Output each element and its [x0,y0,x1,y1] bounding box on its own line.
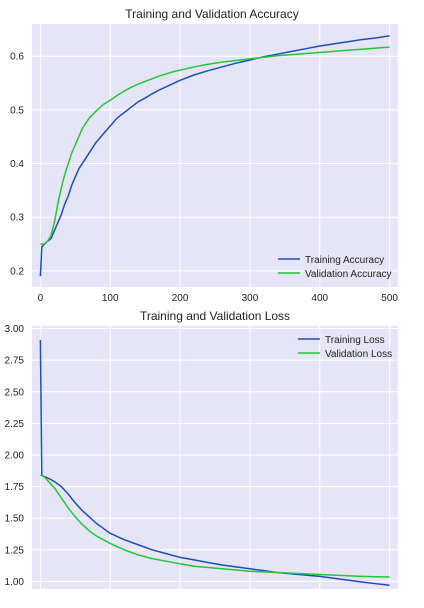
y-tick-label: 1.75 [5,482,25,493]
y-tick-label: 2.75 [5,356,25,367]
accuracy-chart: 0 100 200 300 400 500 0.2 0.3 0.4 0.5 0.6 Training… [10,7,398,304]
y-tick-label: 2.25 [5,419,25,430]
y-tick-label: 0.2 [10,266,24,277]
x-tick-label: 500 [381,293,398,304]
series-line-training-loss [39,339,390,586]
loss-legend: Training Loss Validation Loss [298,335,392,360]
accuracy-legend: Training Accuracy Validation Accuracy [278,255,392,280]
accuracy-lines [39,35,390,277]
y-tick-label: 3.00 [5,324,25,335]
series-line-validation-loss [40,474,390,578]
legend-label-training-loss: Training Loss [325,335,385,346]
y-tick-label: 1.25 [5,545,25,556]
x-tick-label: 400 [311,293,328,304]
loss-grid [32,326,398,589]
y-tick-label: 0.4 [10,159,24,170]
x-tick-label: 200 [172,293,189,304]
legend-label-validation-accuracy: Validation Accuracy [305,269,392,280]
accuracy-chart-title: Training and Validation Accuracy [125,7,298,21]
loss-chart-title: Training and Validation Loss [140,309,290,323]
x-tick-label: 0 [38,293,44,304]
x-tick-label: 300 [242,293,259,304]
y-tick-label: 0.3 [10,213,24,224]
accuracy-ticks: 0 100 200 300 400 500 0.2 0.3 0.4 0.5 0.6 [10,52,398,304]
loss-chart: 1.00 1.25 1.50 1.75 2.00 2.25 2.50 2.75 3.00 Tra… [5,309,398,589]
legend-label-training-accuracy: Training Accuracy [305,255,384,266]
series-line-training-accuracy [39,35,390,277]
y-tick-label: 0.6 [10,52,24,63]
loss-lines [39,339,390,586]
y-tick-label: 2.00 [5,450,25,461]
y-tick-label: 0.5 [10,105,24,116]
accuracy-plot-area [32,24,398,287]
x-tick-label: 100 [102,293,119,304]
series-line-validation-accuracy [40,46,390,245]
y-tick-label: 1.50 [5,514,25,525]
legend-label-validation-loss: Validation Loss [325,349,392,360]
loss-ticks: 1.00 1.25 1.50 1.75 2.00 2.25 2.50 2.75 3.00 [5,324,25,588]
y-tick-label: 2.50 [5,387,25,398]
accuracy-grid [32,24,398,287]
y-tick-label: 1.00 [5,577,25,588]
loss-plot-area [32,326,398,589]
